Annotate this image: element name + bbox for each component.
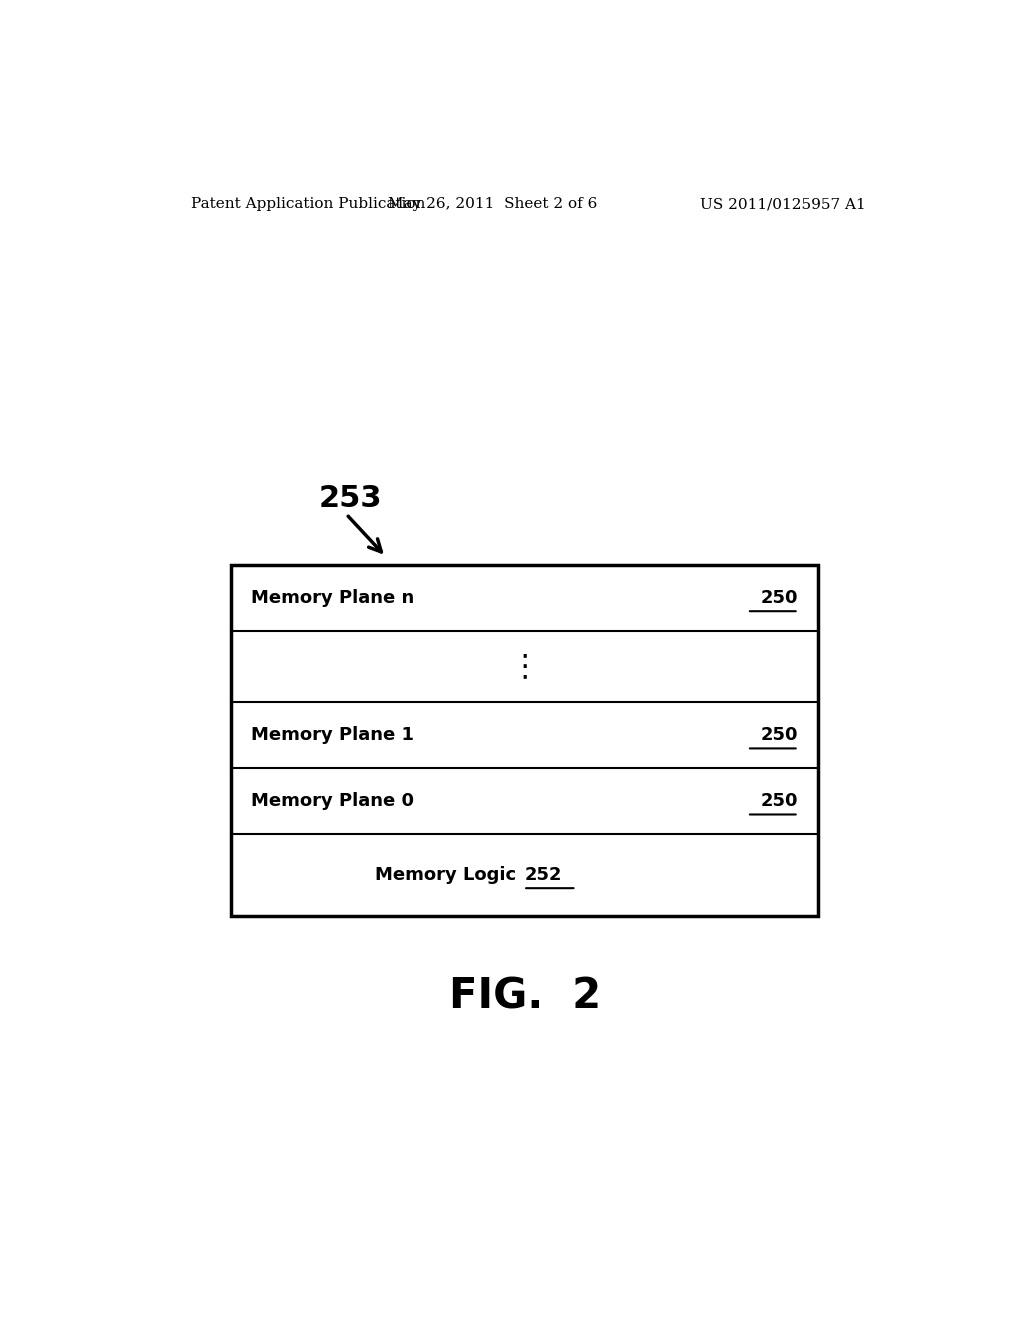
Text: 253: 253 [318, 484, 382, 513]
Text: Memory Logic: Memory Logic [375, 866, 516, 884]
Text: 250: 250 [761, 792, 799, 810]
Text: 252: 252 [524, 866, 562, 884]
Bar [231, 565, 818, 916]
Text: 250: 250 [761, 589, 799, 607]
Text: FIG.  2: FIG. 2 [449, 975, 601, 1018]
Text: ⋮: ⋮ [510, 652, 540, 681]
Text: Patent Application Publication: Patent Application Publication [191, 197, 426, 211]
Text: US 2011/0125957 A1: US 2011/0125957 A1 [700, 197, 866, 211]
Text: Memory Plane n: Memory Plane n [251, 589, 415, 607]
Text: 250: 250 [761, 726, 799, 744]
Text: Memory Plane 1: Memory Plane 1 [251, 726, 414, 744]
Text: Memory Plane 0: Memory Plane 0 [251, 792, 414, 810]
Text: May 26, 2011  Sheet 2 of 6: May 26, 2011 Sheet 2 of 6 [388, 197, 598, 211]
